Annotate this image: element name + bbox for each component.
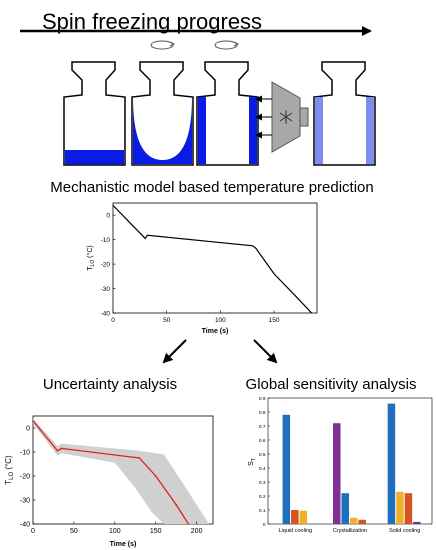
chart1-xtick-label: 100 [215, 317, 226, 324]
median-point [154, 475, 157, 477]
median-point [33, 419, 34, 422]
chart3-ytick-label: 0.4 [259, 466, 266, 472]
sensitivity-caption: Global sensitivity analysis [246, 376, 417, 393]
model-temperature-line [113, 204, 313, 313]
chart2-xtick-label: 0 [31, 528, 35, 535]
sensitivity-bar [341, 493, 349, 524]
chart3-ytick-label: 0.2 [259, 494, 266, 500]
chart2-ytick-label: 0 [26, 426, 30, 433]
chart1-xlabel: Time (s) [202, 328, 229, 335]
snowflake-cooler-icon [271, 81, 309, 153]
vial-spinning [131, 40, 194, 166]
chart3-ytick-label: 0.6 [259, 438, 266, 444]
median-point [187, 523, 190, 524]
median-point [60, 447, 63, 450]
chart3-category-label: Liquid cooling [279, 528, 313, 534]
sensitivity-bar [404, 493, 413, 524]
wall-liquid-right [249, 97, 257, 164]
chart2-xlabel: Time (s) [110, 541, 137, 548]
sensitivity-bar [299, 510, 308, 524]
median-point [138, 457, 141, 459]
chart2-ytick-label: -30 [20, 498, 30, 505]
chart3-ytick-label: 0.7 [259, 424, 266, 430]
chart1-ylabel: TLO (°C) [86, 245, 96, 270]
uncertainty-band [33, 418, 209, 524]
chart2-xtick-label: 150 [150, 528, 162, 535]
uncertainty-caption: Uncertainty analysis [43, 376, 177, 393]
chart3-ylabel: ST [248, 458, 257, 466]
chart1-xtick-label: 150 [269, 317, 280, 324]
rotation-arrow-icon [150, 40, 176, 50]
vial-liquid [63, 61, 126, 166]
rotation-arrow-icon [214, 40, 240, 50]
chart1-xtick-label: 50 [163, 317, 171, 324]
chart2-ytick-label: -10 [20, 450, 30, 457]
chart3-category-label: Crystallization [333, 528, 367, 534]
chart1-ytick-label: -30 [101, 286, 111, 293]
chart3-ytick-label: 0.3 [259, 480, 266, 486]
sensitivity-bar [358, 519, 366, 524]
liquid-fill [65, 150, 124, 165]
chart2-ytick-label: -20 [20, 474, 30, 481]
model-caption: Mechanistic model based temperature pred… [50, 179, 374, 196]
chart1-ytick-label: -40 [101, 310, 111, 317]
median-point [175, 503, 178, 506]
chart2-ylabel: TLO (°C) [4, 455, 15, 485]
chart3-ytick-label: 0.9 [259, 396, 266, 402]
chart2-xtick-label: 200 [191, 528, 203, 535]
wall-liquid-left [198, 97, 206, 164]
arrow-to-uncertainty [162, 339, 187, 364]
frozen-wall-left [315, 97, 323, 164]
chart2-ytick-label: -40 [20, 522, 30, 529]
chart3-ytick-label: 0.1 [259, 508, 266, 514]
chart2-xtick-label: 100 [109, 528, 121, 535]
median-point [56, 449, 59, 452]
spin-liquid-fill [133, 97, 192, 164]
arrow-to-sensitivity [253, 339, 278, 364]
chart3-category-label: Solid cooling [389, 528, 420, 534]
vial-frozen [313, 61, 376, 166]
chart3-ytick-label: 0.5 [259, 452, 266, 458]
sensitivity-bar [282, 414, 291, 524]
chart3-ytick-label: 0 [263, 522, 266, 528]
chart3-ytick-label: 0.8 [259, 410, 266, 416]
sensitivity-chart: 0 0.1 0.2 0.3 0.4 0.5 0.6 0.7 0.8 0.9 Liquid cool… [248, 396, 433, 534]
uncertainty-chart: 0 50 100 150 200 0 -10 -20 -30 -40 Time (s) TLO … [4, 415, 214, 548]
sensitivity-bar [333, 423, 341, 524]
chart2-xtick-label: 50 [70, 528, 78, 535]
chart1-ytick-label: -10 [101, 237, 111, 244]
chart1-xtick-label: 0 [111, 317, 115, 324]
chart1-ytick-label: 0 [106, 213, 110, 220]
chart1-plot-area [112, 202, 318, 314]
vial-thin-layer [196, 40, 259, 166]
cooling-arrows [255, 95, 272, 139]
sensitivity-bar [396, 491, 404, 524]
model-temperature-chart: 0 50 100 150 0 -10 -20 -30 -40 Time (s) TLO (°C… [86, 202, 318, 335]
sensitivity-bar [350, 517, 358, 524]
chart1-ytick-label: -20 [101, 261, 111, 268]
sensitivity-bar [387, 403, 396, 524]
frozen-wall-right [366, 97, 374, 164]
sensitivity-bar [413, 521, 421, 524]
sensitivity-bar [291, 510, 299, 524]
